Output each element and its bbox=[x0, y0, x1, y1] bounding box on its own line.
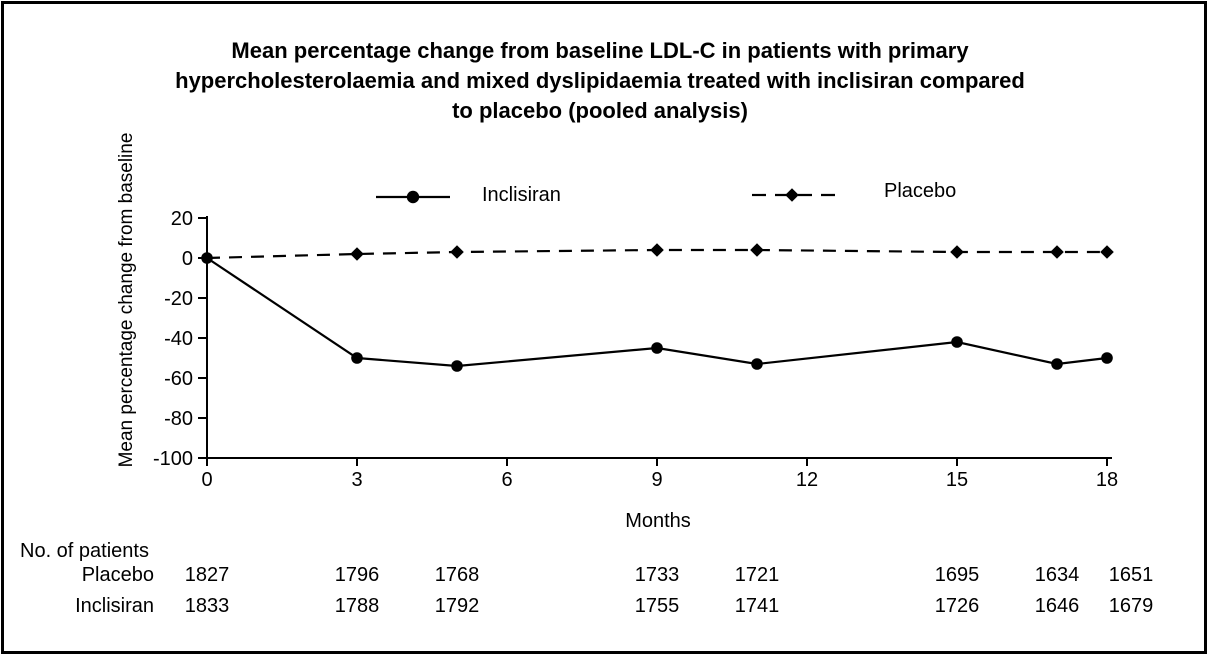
patient-count: 1646 bbox=[1034, 595, 1080, 617]
chart-title-line3: to placebo (pooled analysis) bbox=[452, 98, 748, 123]
chart-title-line1: Mean percentage change from baseline LDL… bbox=[231, 38, 969, 63]
y-tick-label: -100 bbox=[153, 448, 193, 470]
patients-row-label-placebo: Placebo bbox=[81, 564, 154, 586]
patients-table-header: No. of patients bbox=[20, 540, 149, 562]
x-tick-label: 9 bbox=[651, 469, 662, 491]
inclisiran-marker bbox=[651, 342, 663, 354]
inclisiran-marker bbox=[1051, 358, 1063, 370]
inclisiran-marker bbox=[451, 360, 463, 372]
patient-count: 1792 bbox=[434, 595, 480, 617]
patient-count: 1755 bbox=[634, 595, 680, 617]
y-tick-label: 20 bbox=[171, 208, 193, 230]
y-tick-label: -40 bbox=[164, 328, 193, 350]
placebo-marker bbox=[650, 243, 664, 257]
x-tick-label: 18 bbox=[1096, 469, 1118, 491]
placebo-marker bbox=[1050, 245, 1064, 259]
x-tick-label: 0 bbox=[201, 469, 212, 491]
inclisiran-line bbox=[206, 257, 1108, 368]
inclisiran-legend-sample-icon bbox=[376, 190, 450, 204]
inclisiran-marker bbox=[1101, 352, 1113, 364]
patient-count: 1695 bbox=[934, 564, 980, 586]
x-tick-label: 6 bbox=[501, 469, 512, 491]
placebo-marker bbox=[350, 247, 364, 261]
inclisiran-marker bbox=[951, 336, 963, 348]
placebo-line bbox=[206, 248, 1107, 260]
inclisiran-marker bbox=[201, 252, 213, 264]
patient-count: 1833 bbox=[184, 595, 230, 617]
inclisiran-marker bbox=[351, 352, 363, 364]
patient-count: 1741 bbox=[734, 595, 780, 617]
placebo-legend-label: Placebo bbox=[884, 180, 957, 202]
inclisiran-legend-label: Inclisiran bbox=[482, 184, 561, 206]
patient-count: 1827 bbox=[184, 564, 230, 586]
patient-count: 1726 bbox=[934, 595, 980, 617]
y-tick-label: -60 bbox=[164, 368, 193, 390]
patient-count: 1679 bbox=[1108, 595, 1154, 617]
chart-title: Mean percentage change from baseline LDL… bbox=[0, 36, 1200, 126]
y-tick-label: -80 bbox=[164, 408, 193, 430]
patient-count: 1768 bbox=[434, 564, 480, 586]
patients-row-label-inclisiran: Inclisiran bbox=[75, 595, 154, 617]
x-tick-label: 3 bbox=[351, 469, 362, 491]
placebo-marker bbox=[950, 245, 964, 259]
patient-count: 1788 bbox=[334, 595, 380, 617]
patient-count: 1796 bbox=[334, 564, 380, 586]
inclisiran-marker bbox=[751, 358, 763, 370]
y-tick-label: -20 bbox=[164, 288, 193, 310]
placebo-marker bbox=[750, 243, 764, 257]
y-tick-label: 0 bbox=[182, 248, 193, 270]
placebo-marker bbox=[1100, 245, 1114, 259]
x-axis-label: Months bbox=[625, 510, 691, 532]
patient-count: 1733 bbox=[634, 564, 680, 586]
patient-count: 1721 bbox=[734, 564, 780, 586]
patient-count: 1651 bbox=[1108, 564, 1154, 586]
placebo-marker bbox=[450, 245, 464, 259]
x-tick-label: 15 bbox=[946, 469, 968, 491]
x-tick-label: 12 bbox=[796, 469, 818, 491]
chart-title-line2: hypercholesterolaemia and mixed dyslipid… bbox=[175, 68, 1025, 93]
patient-count: 1634 bbox=[1034, 564, 1080, 586]
placebo-legend-sample-icon bbox=[752, 188, 844, 202]
